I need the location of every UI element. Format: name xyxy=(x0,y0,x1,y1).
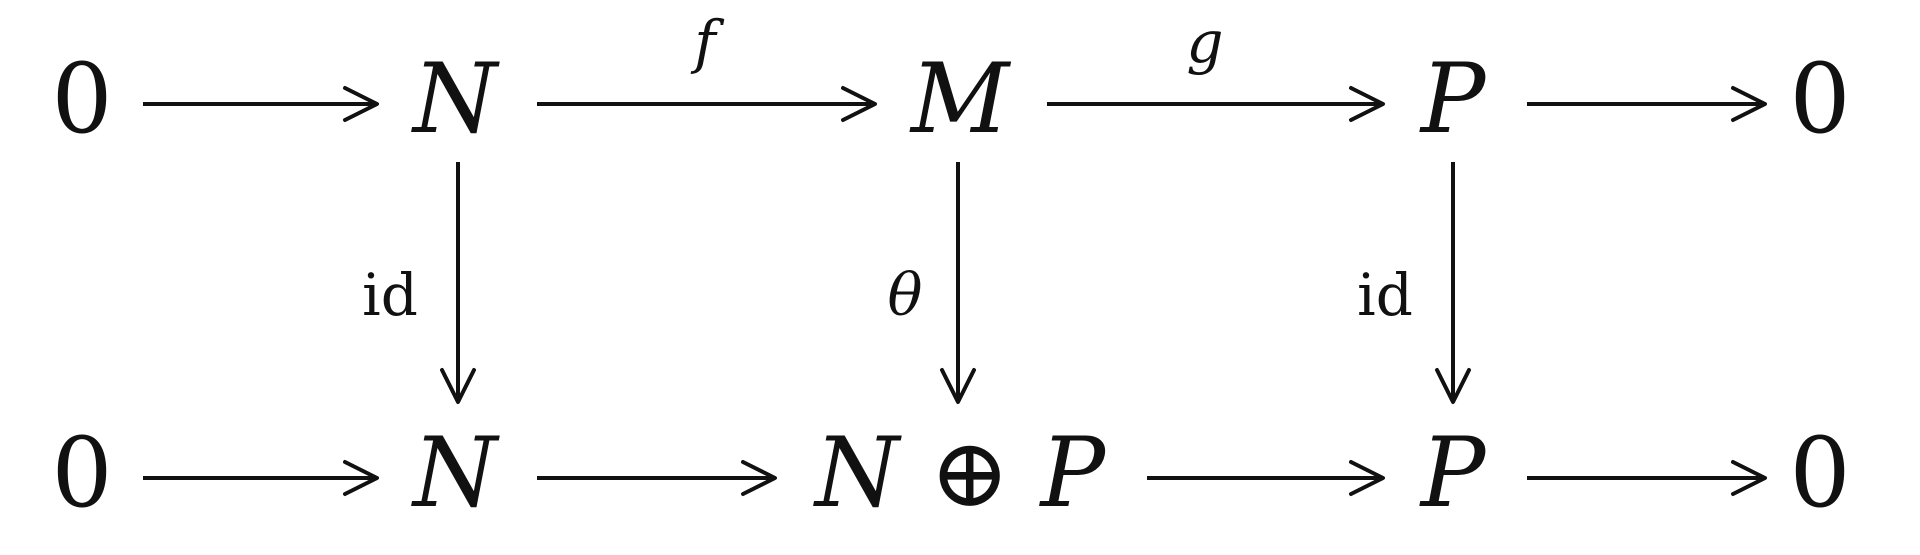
arrow-bottom-n-to-sum xyxy=(537,460,777,496)
top-object-n: N xyxy=(411,43,500,155)
label-id-right: id xyxy=(1357,261,1413,329)
label-g: g xyxy=(1186,8,1223,76)
bottom-object-n: N xyxy=(411,417,500,529)
label-id-left: id xyxy=(362,261,418,329)
label-f: f xyxy=(690,8,725,76)
arrow-top-p-to-0 xyxy=(1527,86,1767,122)
arrow-top-f xyxy=(537,86,877,122)
bottom-object-n-oplus-p: N ⊕ P xyxy=(813,417,1106,529)
top-zero-left: 0 xyxy=(51,43,112,155)
top-zero-right: 0 xyxy=(1789,43,1850,155)
arrow-vertical-theta xyxy=(940,162,976,404)
arrow-top-0-to-n xyxy=(143,86,379,122)
top-object-m: M xyxy=(909,43,1012,155)
arrow-bottom-p-to-0 xyxy=(1527,460,1767,496)
arrow-top-g xyxy=(1047,86,1385,122)
label-theta: θ xyxy=(888,261,923,329)
arrow-vertical-id-left xyxy=(440,162,476,404)
bottom-zero-left: 0 xyxy=(51,417,112,529)
bottom-object-p: P xyxy=(1419,417,1487,529)
arrow-bottom-0-to-n xyxy=(143,460,379,496)
top-object-p: P xyxy=(1419,43,1487,155)
arrow-bottom-sum-to-p xyxy=(1147,460,1385,496)
bottom-zero-right: 0 xyxy=(1789,417,1850,529)
arrow-vertical-id-right xyxy=(1435,162,1471,404)
